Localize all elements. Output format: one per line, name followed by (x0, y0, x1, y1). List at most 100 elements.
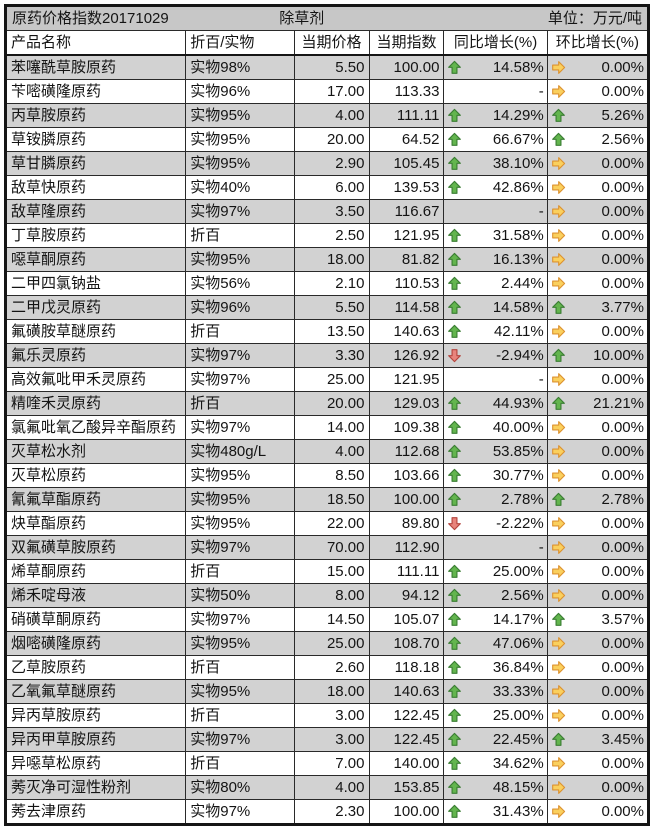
up-arrow-icon (447, 804, 463, 819)
up-arrow-icon (447, 492, 463, 507)
index-cell: 122.45 (368, 703, 445, 728)
up-arrow-icon (447, 756, 463, 771)
product-name-cell: 二甲戊灵原药 (4, 295, 187, 320)
yoy-cell: 48.15% (443, 775, 548, 800)
spec-cell: 实物95% (185, 463, 295, 488)
price-cell: 2.10 (293, 271, 370, 296)
price-cell: 17.00 (293, 79, 370, 104)
table-row: 氯氟吡氧乙酸异辛酯原药 实物97% 14.00 109.38 40.00% 0.00% (4, 415, 650, 440)
spec-cell: 实物40% (185, 175, 295, 200)
mom-value: 0.00% (601, 179, 644, 196)
index-cell: 100.00 (368, 54, 445, 80)
table-row: 莠灭净可湿性粉剂 实物80% 4.00 153.85 48.15% 0.00% (4, 775, 650, 800)
up-arrow-icon (447, 156, 463, 171)
mom-cell: 0.00% (546, 799, 650, 825)
right-arrow-icon (551, 228, 567, 243)
index-cell: 100.00 (368, 799, 445, 825)
spec-cell: 折百 (185, 655, 295, 680)
yoy-value: 44.93% (492, 395, 544, 412)
mom-value: 3.57% (601, 611, 644, 628)
yoy-value: 48.15% (492, 779, 544, 796)
col-current-index: 当期指数 (368, 30, 445, 56)
yoy-value: 40.00% (492, 419, 544, 436)
yoy-cell: 2.78% (443, 487, 548, 512)
mom-cell: 0.00% (546, 367, 650, 392)
yoy-value: 30.77% (492, 467, 544, 484)
spec-cell: 实物96% (185, 79, 295, 104)
mom-cell: 0.00% (546, 247, 650, 272)
mom-value: 2.56% (601, 131, 644, 148)
spec-cell: 实物95% (185, 103, 295, 128)
yoy-value: 2.44% (501, 275, 544, 292)
price-cell: 2.90 (293, 151, 370, 176)
up-arrow-icon (551, 132, 567, 147)
spec-cell: 折百 (185, 223, 295, 248)
table-row: 丙草胺原药 实物95% 4.00 111.11 14.29% 5.26% (4, 103, 650, 128)
right-arrow-icon (551, 324, 567, 339)
product-name-cell: 氟磺胺草醚原药 (4, 319, 187, 344)
product-name-cell: 烯禾啶母液 (4, 583, 187, 608)
up-arrow-icon (447, 588, 463, 603)
table-row: 双氟磺草胺原药 实物97% 70.00 112.90 - 0.00% (4, 535, 650, 560)
right-arrow-icon (551, 516, 567, 531)
down-arrow-icon (447, 516, 463, 531)
product-name-cell: 乙氧氟草醚原药 (4, 679, 187, 704)
spec-cell: 折百 (185, 319, 295, 344)
spec-cell: 实物97% (185, 343, 295, 368)
up-arrow-icon (447, 228, 463, 243)
product-name-cell: 莠灭净可湿性粉剂 (4, 775, 187, 800)
mom-value: 0.00% (601, 59, 644, 76)
up-arrow-icon (551, 108, 567, 123)
yoy-cell: 66.67% (443, 127, 548, 152)
col-current-price: 当期价格 (293, 30, 370, 56)
mom-cell: 0.00% (546, 559, 650, 584)
up-arrow-icon (551, 612, 567, 627)
right-arrow-icon (551, 708, 567, 723)
up-arrow-icon (447, 444, 463, 459)
col-spec: 折百/实物 (185, 30, 295, 56)
right-arrow-icon (551, 780, 567, 795)
mom-value: 0.00% (601, 779, 644, 796)
mom-cell: 0.00% (546, 631, 650, 656)
up-arrow-icon (447, 660, 463, 675)
spec-cell: 实物95% (185, 487, 295, 512)
product-name-cell: 噁草酮原药 (4, 247, 187, 272)
table-row: 炔草酯原药 实物95% 22.00 89.80 -2.22% 0.00% (4, 511, 650, 536)
mom-cell: 0.00% (546, 535, 650, 560)
table-row: 异丙草胺原药 折百 3.00 122.45 25.00% 0.00% (4, 703, 650, 728)
product-name-cell: 异丙草胺原药 (4, 703, 187, 728)
yoy-value: 47.06% (492, 635, 544, 652)
yoy-cell: 42.11% (443, 319, 548, 344)
mom-value: 0.00% (601, 251, 644, 268)
yoy-cell: 14.58% (443, 295, 548, 320)
mom-cell: 0.00% (546, 439, 650, 464)
yoy-cell: 31.58% (443, 223, 548, 248)
right-arrow-icon (551, 804, 567, 819)
up-arrow-icon (447, 708, 463, 723)
yoy-value: 53.85% (492, 443, 544, 460)
price-cell: 2.50 (293, 223, 370, 248)
mom-value: 0.00% (601, 323, 644, 340)
table-row: 硝磺草酮原药 实物97% 14.50 105.07 14.17% 3.57% (4, 607, 650, 632)
mom-value: 21.21% (593, 395, 644, 412)
product-name-cell: 双氟磺草胺原药 (4, 535, 187, 560)
mom-value: 0.00% (601, 419, 644, 436)
mom-value: 2.78% (601, 491, 644, 508)
index-cell: 105.45 (368, 151, 445, 176)
index-cell: 108.70 (368, 631, 445, 656)
mom-cell: 5.26% (546, 103, 650, 128)
spec-cell: 实物95% (185, 151, 295, 176)
yoy-value: 2.56% (501, 587, 544, 604)
right-arrow-icon (551, 180, 567, 195)
mom-value: 0.00% (601, 371, 644, 388)
table-row: 氟磺胺草醚原药 折百 13.50 140.63 42.11% 0.00% (4, 319, 650, 344)
mom-cell: 0.00% (546, 319, 650, 344)
table-row: 异噁草松原药 折百 7.00 140.00 34.62% 0.00% (4, 751, 650, 776)
index-cell: 153.85 (368, 775, 445, 800)
col-product-name: 产品名称 (4, 30, 187, 56)
right-arrow-icon (551, 60, 567, 75)
spec-cell: 折百 (185, 751, 295, 776)
table-row: 敌草快原药 实物40% 6.00 139.53 42.86% 0.00% (4, 175, 650, 200)
spec-cell: 实物97% (185, 727, 295, 752)
